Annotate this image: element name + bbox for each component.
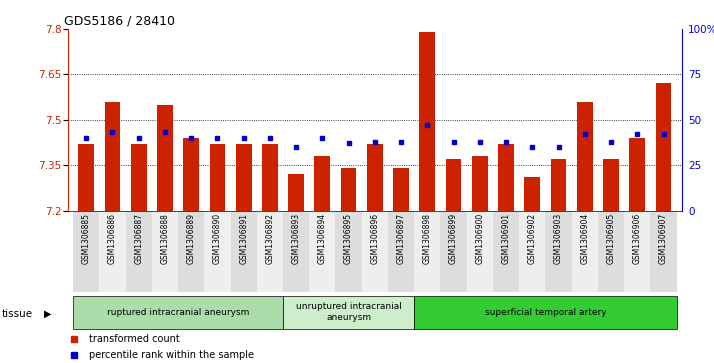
Text: GSM1306892: GSM1306892 bbox=[266, 213, 274, 264]
Bar bbox=[336, 211, 362, 292]
Bar bbox=[493, 211, 519, 292]
Bar bbox=[367, 144, 383, 211]
Text: GSM1306894: GSM1306894 bbox=[318, 213, 327, 264]
Text: GSM1306901: GSM1306901 bbox=[501, 213, 511, 264]
Text: GSM1306893: GSM1306893 bbox=[291, 213, 301, 264]
Bar bbox=[655, 83, 671, 211]
Bar bbox=[624, 211, 650, 292]
Bar bbox=[183, 138, 199, 211]
Bar bbox=[157, 105, 173, 211]
Text: GSM1306890: GSM1306890 bbox=[213, 213, 222, 264]
Bar bbox=[262, 144, 278, 211]
Text: GSM1306906: GSM1306906 bbox=[633, 213, 642, 264]
Bar bbox=[283, 211, 309, 292]
Text: GSM1306905: GSM1306905 bbox=[606, 213, 615, 264]
Bar bbox=[204, 211, 231, 292]
Text: GDS5186 / 28410: GDS5186 / 28410 bbox=[64, 15, 175, 28]
FancyBboxPatch shape bbox=[73, 296, 283, 329]
Bar bbox=[572, 211, 598, 292]
Text: GSM1306889: GSM1306889 bbox=[186, 213, 196, 264]
Bar bbox=[388, 211, 414, 292]
Text: GSM1306885: GSM1306885 bbox=[81, 213, 91, 264]
Text: superficial temporal artery: superficial temporal artery bbox=[485, 308, 606, 317]
Text: unruptured intracranial
aneurysm: unruptured intracranial aneurysm bbox=[296, 302, 401, 322]
Bar bbox=[231, 211, 257, 292]
Bar bbox=[104, 102, 121, 211]
Bar bbox=[577, 102, 593, 211]
Bar bbox=[472, 156, 488, 211]
Text: percentile rank within the sample: percentile rank within the sample bbox=[89, 350, 254, 360]
Bar bbox=[414, 211, 441, 292]
Text: tissue: tissue bbox=[2, 309, 34, 319]
Text: GSM1306888: GSM1306888 bbox=[161, 213, 169, 264]
Bar bbox=[131, 144, 146, 211]
Bar bbox=[314, 156, 331, 211]
Text: GSM1306895: GSM1306895 bbox=[344, 213, 353, 264]
FancyBboxPatch shape bbox=[414, 296, 677, 329]
Bar bbox=[550, 159, 566, 211]
Text: GSM1306898: GSM1306898 bbox=[423, 213, 432, 264]
Bar bbox=[650, 211, 677, 292]
Text: GSM1306897: GSM1306897 bbox=[396, 213, 406, 264]
Text: GSM1306900: GSM1306900 bbox=[476, 213, 484, 264]
Bar bbox=[362, 211, 388, 292]
Text: GSM1306886: GSM1306886 bbox=[108, 213, 117, 264]
Bar bbox=[545, 211, 572, 292]
Text: GSM1306887: GSM1306887 bbox=[134, 213, 144, 264]
Bar bbox=[209, 144, 226, 211]
Text: GSM1306899: GSM1306899 bbox=[449, 213, 458, 264]
Bar bbox=[309, 211, 336, 292]
Text: GSM1306904: GSM1306904 bbox=[580, 213, 589, 264]
Bar bbox=[99, 211, 126, 292]
Bar bbox=[126, 211, 152, 292]
Bar bbox=[603, 159, 619, 211]
Bar bbox=[441, 211, 467, 292]
Bar bbox=[73, 211, 99, 292]
Bar bbox=[79, 144, 94, 211]
Bar bbox=[598, 211, 624, 292]
Text: transformed count: transformed count bbox=[89, 334, 180, 343]
Bar bbox=[498, 144, 514, 211]
Bar bbox=[629, 138, 645, 211]
Bar bbox=[178, 211, 204, 292]
Text: GSM1306903: GSM1306903 bbox=[554, 213, 563, 264]
Bar bbox=[257, 211, 283, 292]
Text: GSM1306891: GSM1306891 bbox=[239, 213, 248, 264]
Text: GSM1306907: GSM1306907 bbox=[659, 213, 668, 264]
Bar bbox=[393, 168, 409, 211]
Bar bbox=[152, 211, 178, 292]
Bar bbox=[288, 174, 304, 211]
Bar bbox=[467, 211, 493, 292]
FancyBboxPatch shape bbox=[283, 296, 414, 329]
Bar bbox=[419, 32, 436, 211]
Text: GSM1306896: GSM1306896 bbox=[371, 213, 379, 264]
Text: ▶: ▶ bbox=[44, 309, 52, 319]
Bar bbox=[524, 177, 540, 211]
Bar bbox=[446, 159, 461, 211]
Bar bbox=[341, 168, 356, 211]
Text: GSM1306902: GSM1306902 bbox=[528, 213, 537, 264]
Bar bbox=[519, 211, 545, 292]
Bar bbox=[236, 144, 251, 211]
Text: ruptured intracranial aneurysm: ruptured intracranial aneurysm bbox=[107, 308, 249, 317]
